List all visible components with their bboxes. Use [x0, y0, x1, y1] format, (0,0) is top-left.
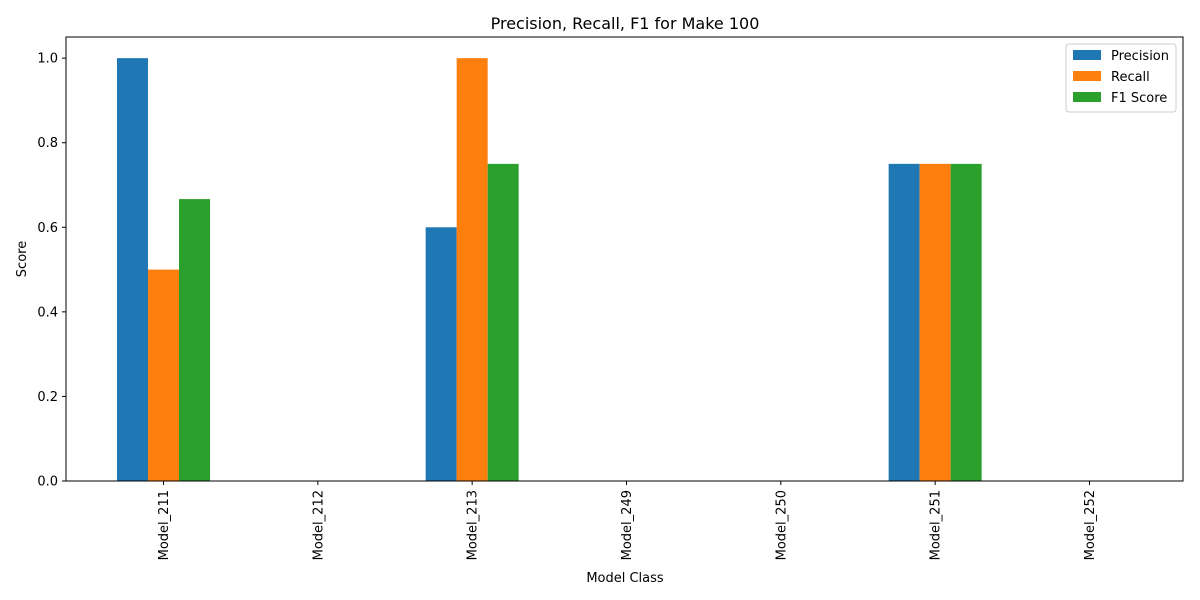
legend-label: F1 Score	[1111, 91, 1167, 106]
y-tick-label: 0.4	[37, 305, 58, 320]
bar-recall-model_211	[148, 269, 179, 481]
legend-swatch	[1073, 50, 1101, 60]
y-tick-label: 0.2	[37, 390, 58, 405]
bar-recall-model_213	[456, 58, 488, 482]
legend-swatch	[1073, 92, 1101, 102]
y-tick-label: 0.6	[37, 221, 58, 236]
bar-recall-model_251	[919, 163, 951, 481]
bar-f1-score-model_251	[950, 163, 982, 481]
x-tick-label: Model_252	[1083, 490, 1098, 560]
x-tick-label: Model_250	[774, 490, 789, 560]
y-tick-label: 1.0	[37, 52, 58, 67]
bar-precision-model_211	[117, 58, 148, 482]
x-tick-label: Model_213	[466, 490, 481, 560]
x-tick-label: Model_212	[311, 490, 326, 560]
y-tick-label: 0.8	[37, 136, 58, 151]
legend: Precision Recall F1 Score	[1065, 43, 1177, 113]
x-tick-label: Model_249	[620, 490, 635, 560]
x-axis: Model_211 Model_212 Model_213 Model_249 Mode…	[157, 481, 1098, 560]
y-axis: 0.0 0.2 0.4 0.6 0.8 1.0	[37, 52, 66, 490]
plot-frame	[65, 36, 1184, 482]
plot-area	[65, 36, 1184, 482]
x-axis-label: Model Class	[586, 571, 664, 586]
bar-precision-model_213	[425, 227, 457, 481]
legend-items: Precision Recall F1 Score	[1073, 49, 1169, 106]
x-tick-label: Model_251	[929, 490, 944, 560]
y-tick-label: 0.0	[37, 475, 58, 490]
legend-label: Precision	[1111, 49, 1169, 64]
bars-group	[117, 58, 982, 482]
bar-f1-score-model_211	[179, 199, 210, 481]
y-axis-label: Score	[15, 241, 30, 277]
chart-title: Precision, Recall, F1 for Make 100	[491, 14, 760, 33]
legend-swatch	[1073, 71, 1101, 81]
bar-precision-model_251	[888, 163, 920, 481]
legend-label: Recall	[1111, 70, 1150, 85]
x-tick-label: Model_211	[157, 490, 172, 560]
bar-f1-score-model_213	[487, 163, 519, 481]
